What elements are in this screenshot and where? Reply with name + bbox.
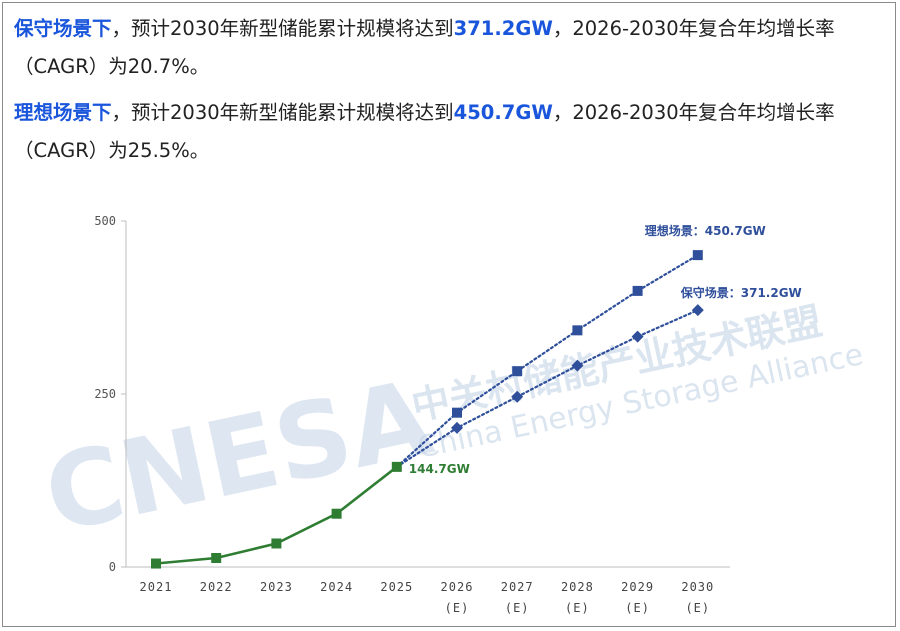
x-tick-label: 2029 xyxy=(621,580,654,594)
data-labels: 144.7GW 理想场景：450.7GW 保守场景：371.2GW xyxy=(409,223,802,476)
axes: 0 250 500 2021 2022 2023 2024 2025 2026 (E) 2027 (E… xyxy=(94,214,730,615)
data-label-conservative: 保守场景：371.2GW xyxy=(680,285,802,300)
paragraph-ideal: 理想场景下，预计2030年新型储能累计规模将达到450.7GW，2026-203… xyxy=(14,94,889,170)
x-tick-sublabel: (E) xyxy=(505,601,530,615)
x-tick-label: 2022 xyxy=(200,580,233,594)
series-markers xyxy=(151,250,704,569)
data-point-ideal xyxy=(692,250,703,261)
series-line-ideal xyxy=(395,254,699,468)
scenario-label: 理想场景下 xyxy=(14,101,112,124)
data-point-conservative xyxy=(571,359,584,372)
x-tick-label: 2027 xyxy=(501,580,534,594)
data-point-conservative xyxy=(451,421,463,434)
data-point-conservative xyxy=(631,330,644,343)
series-line-conservative xyxy=(395,309,699,468)
data-point-conservative xyxy=(691,304,704,317)
paragraph-text: ，2026-2030年复合年均增长率（CAGR）为20.7%。 xyxy=(14,17,835,78)
data-point-conservative xyxy=(511,390,524,403)
y-tick-label: 0 xyxy=(109,560,116,574)
data-point-actual xyxy=(331,508,342,519)
data-point-ideal xyxy=(632,285,643,296)
x-tick-sublabel: (E) xyxy=(625,601,650,615)
x-tick-sublabel: (E) xyxy=(685,601,710,615)
y-tick-label: 500 xyxy=(94,214,116,228)
data-point-ideal xyxy=(452,407,462,418)
data-label-actual: 144.7GW xyxy=(409,462,470,476)
data-point-actual xyxy=(151,558,161,569)
y-tick-label: 250 xyxy=(94,387,116,401)
x-tick-label: 2021 xyxy=(140,580,173,594)
data-point-actual xyxy=(271,538,282,549)
x-tick-sublabel: (E) xyxy=(565,601,590,615)
x-tick-sublabel: (E) xyxy=(445,601,470,615)
scenario-value: 371.2GW xyxy=(453,17,553,40)
data-point-ideal xyxy=(512,366,523,377)
paragraph-text: ，2026-2030年复合年均增长率（CAGR）为25.5%。 xyxy=(14,101,835,162)
paragraph-conservative: 保守场景下，预计2030年新型储能累计规模将达到371.2GW，2026-203… xyxy=(14,10,889,86)
scenario-value: 450.7GW xyxy=(453,101,553,124)
x-tick-label: 2023 xyxy=(260,580,293,594)
scenario-label: 保守场景下 xyxy=(14,17,112,40)
paragraph-text: ，预计2030年新型储能累计规模将达到 xyxy=(111,101,454,124)
watermark: CNESA 中关村储能产业技术联盟 China Energy Storage A… xyxy=(35,299,866,557)
data-label-ideal: 理想场景：450.7GW xyxy=(645,223,766,238)
x-tick-label: 2026 xyxy=(441,580,474,594)
data-point-actual xyxy=(391,461,402,472)
x-tick-label: 2025 xyxy=(380,580,413,594)
x-tick-label: 2024 xyxy=(320,580,353,594)
data-point-ideal xyxy=(572,325,583,336)
data-point-actual xyxy=(211,553,222,564)
x-tick-label: 2028 xyxy=(561,580,594,594)
paragraph-text: ，预计2030年新型储能累计规模将达到 xyxy=(111,17,454,40)
x-tick-label: 2030 xyxy=(681,580,714,594)
